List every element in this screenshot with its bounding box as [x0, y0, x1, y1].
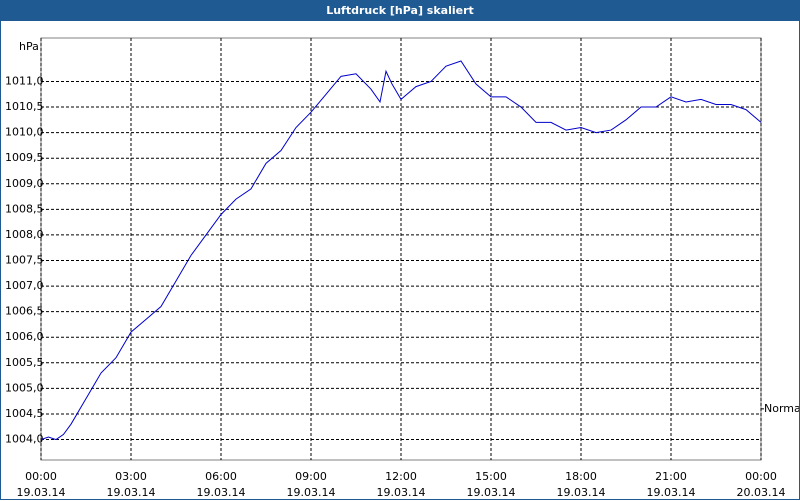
x-tick-label: 18:00 19.03.14 — [556, 470, 606, 499]
x-tick-label: 21:00 19.03.14 — [646, 470, 696, 499]
y-tick-label: 1010,0 — [5, 126, 44, 139]
y-tick-label: 1006,0 — [5, 330, 44, 343]
y-tick-label: 1006,5 — [5, 305, 44, 318]
y-tick-label: 1007,5 — [5, 254, 44, 267]
y-tick-label: 1005,0 — [5, 381, 44, 394]
y-tick-label: 1009,5 — [5, 151, 44, 164]
title-bar: Luftdruck [hPa] skaliert — [1, 1, 799, 21]
x-tick-label: 03:00 19.03.14 — [106, 470, 156, 499]
y-tick-label: 1011,0 — [5, 74, 44, 87]
x-tick-label: 00:00 19.03.14 — [16, 470, 66, 499]
line — [40, 60, 762, 441]
x-tick-label: 06:00 19.03.14 — [196, 470, 246, 499]
y-tick-label: 1008,0 — [5, 228, 44, 241]
y-tick-label: 1007,0 — [5, 279, 44, 292]
x-tick-label: 12:00 19.03.14 — [376, 470, 426, 499]
annotation: Normal — [764, 402, 799, 415]
y-tick-label: 1010,5 — [5, 100, 44, 113]
x-tick-label: 15:00 19.03.14 — [466, 470, 516, 499]
x-tick-label: 00:00 20.03.14 — [736, 470, 786, 499]
y-tick-label: 1005,5 — [5, 356, 44, 369]
x-tick-label: 09:00 19.03.14 — [286, 470, 336, 499]
y-axis-label: hPa — [19, 40, 39, 53]
y-tick-label: 1004,5 — [5, 407, 44, 420]
y-tick-label: 1009,0 — [5, 177, 44, 190]
y-tick-label: 1008,5 — [5, 202, 44, 215]
y-tick-label: 1004,0 — [5, 433, 44, 446]
